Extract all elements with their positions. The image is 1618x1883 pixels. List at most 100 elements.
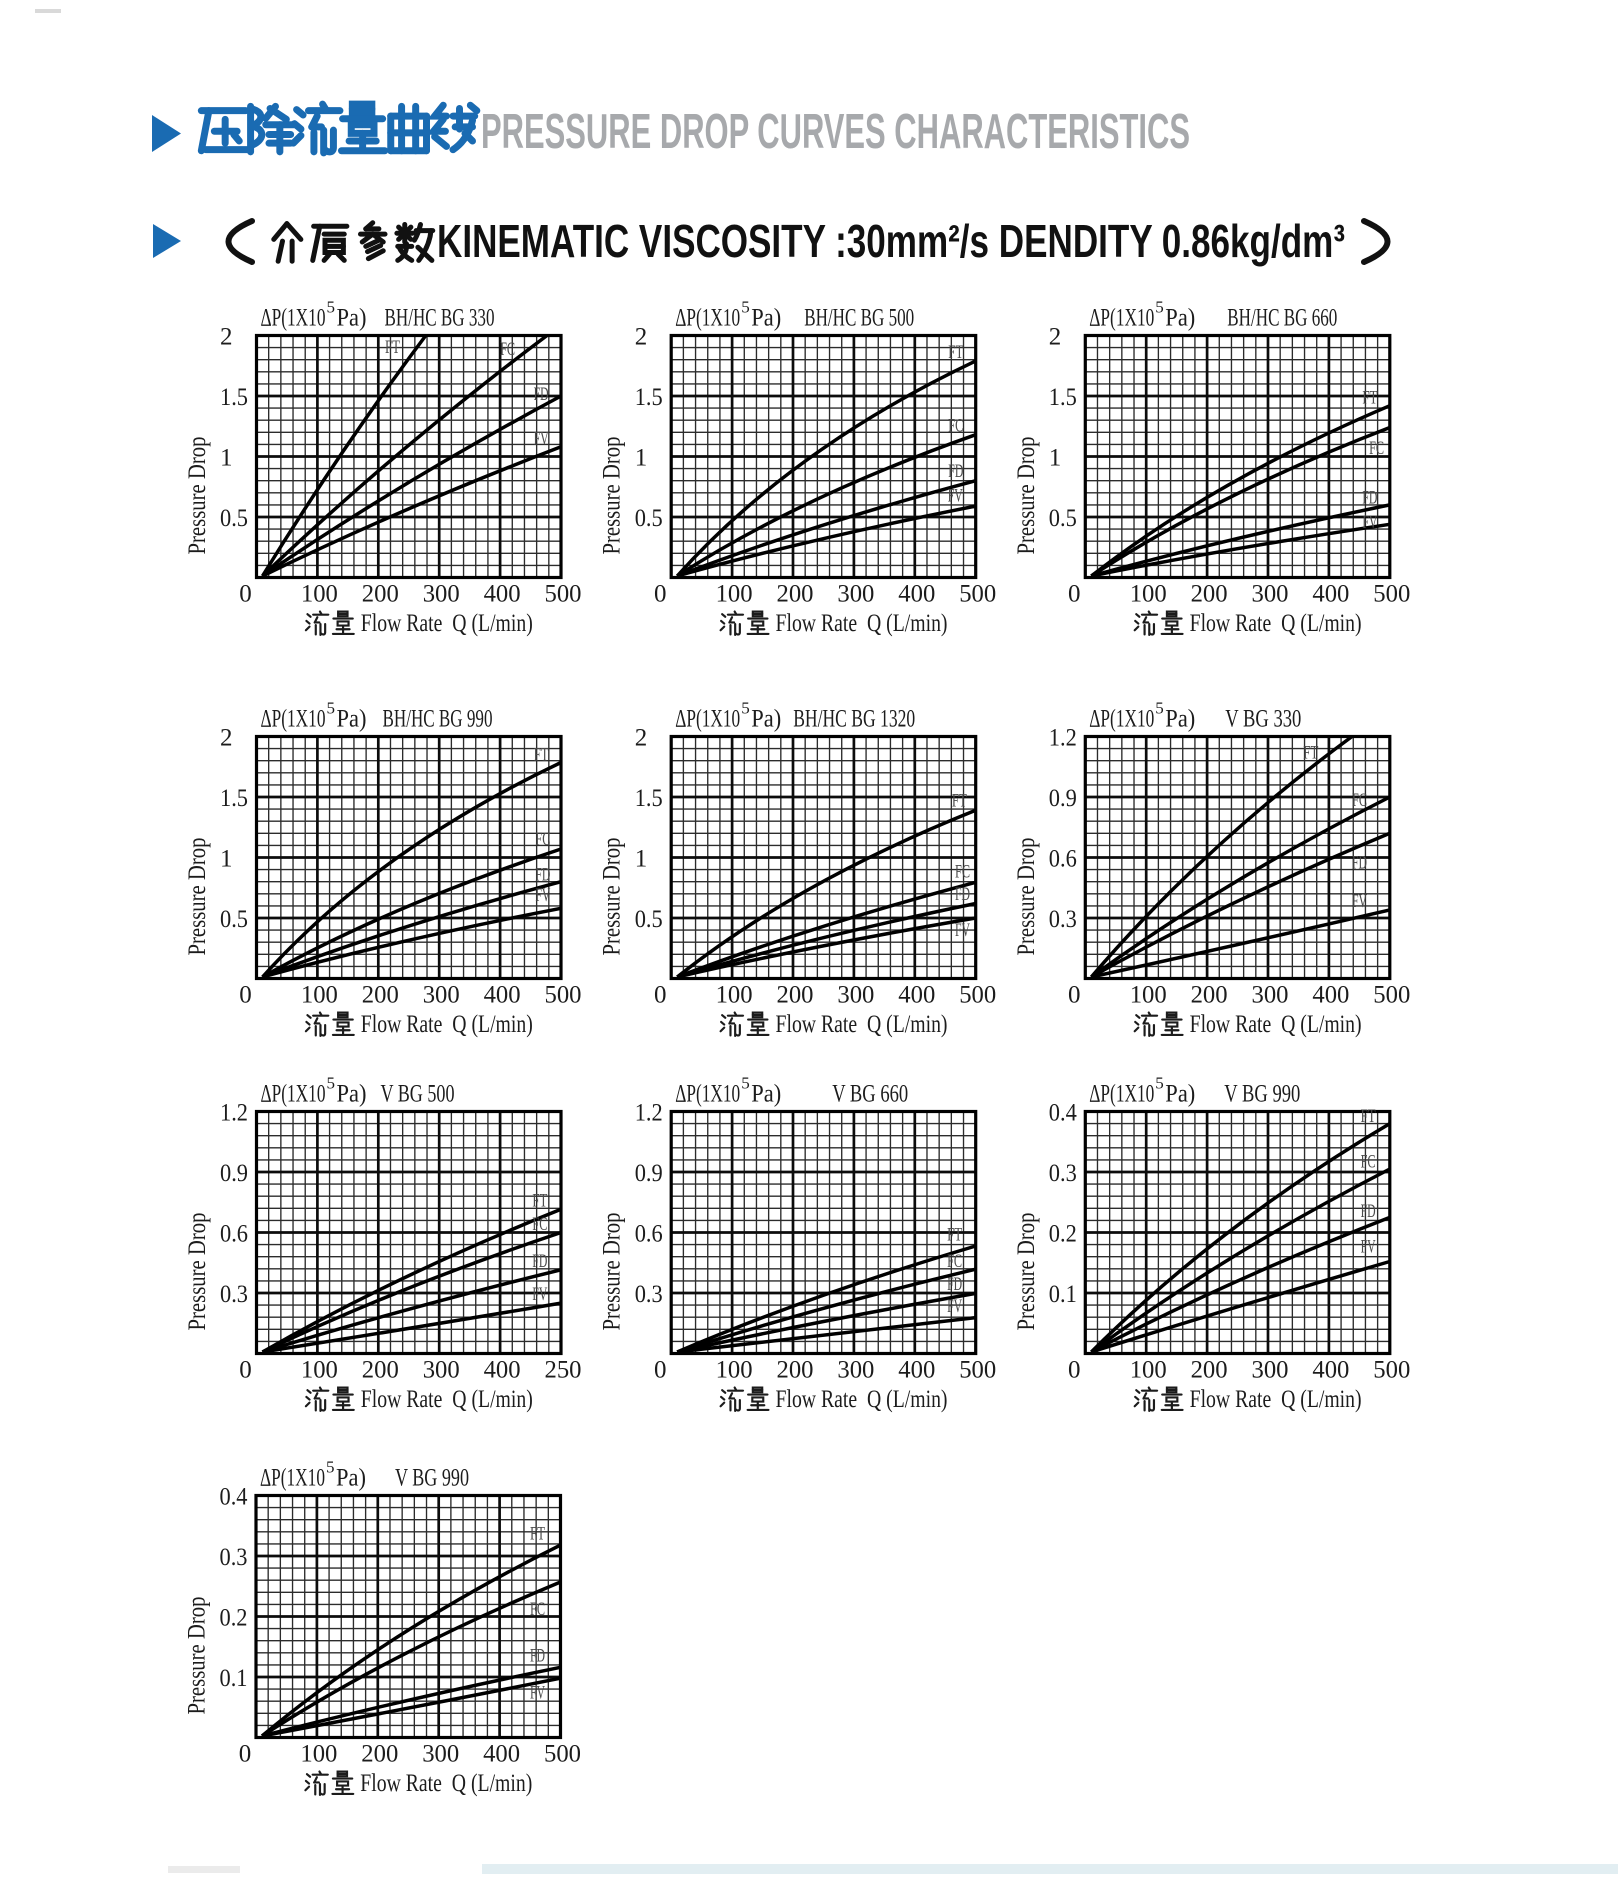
svg-text:Pa): Pa) bbox=[751, 1081, 781, 1108]
svg-text:300: 300 bbox=[422, 1741, 459, 1768]
svg-text:1.5: 1.5 bbox=[220, 384, 248, 411]
svg-text:0.2: 0.2 bbox=[1049, 1221, 1077, 1248]
svg-text:100: 100 bbox=[1130, 982, 1167, 1009]
svg-text:Pa): Pa) bbox=[751, 305, 781, 332]
svg-text:0: 0 bbox=[654, 982, 667, 1009]
svg-text:Pressure Drop: Pressure Drop bbox=[184, 437, 211, 555]
svg-text:2: 2 bbox=[220, 324, 233, 351]
svg-text:Flow Rate Q (L/min): Flow Rate Q (L/min) bbox=[1190, 610, 1362, 637]
svg-text:2: 2 bbox=[635, 725, 648, 752]
svg-text:0.3: 0.3 bbox=[220, 1544, 248, 1571]
svg-text:Pressure Drop: Pressure Drop bbox=[1013, 1213, 1040, 1331]
svg-text:2: 2 bbox=[220, 725, 233, 752]
svg-text:500: 500 bbox=[959, 982, 996, 1009]
svg-text:FT: FT bbox=[1362, 387, 1377, 408]
svg-text:300: 300 bbox=[837, 581, 874, 608]
svg-text:100: 100 bbox=[716, 581, 753, 608]
svg-text:200: 200 bbox=[777, 982, 814, 1009]
svg-text:Pa): Pa) bbox=[1165, 706, 1195, 733]
svg-text:ΔP(1X10: ΔP(1X10 bbox=[675, 706, 740, 733]
svg-text:0: 0 bbox=[239, 982, 252, 1009]
svg-text:Pressure Drop: Pressure Drop bbox=[184, 1213, 211, 1331]
svg-text:0.3: 0.3 bbox=[220, 1281, 248, 1308]
svg-text:5: 5 bbox=[741, 298, 750, 317]
svg-text:FT: FT bbox=[947, 1225, 962, 1246]
svg-text:1.5: 1.5 bbox=[635, 785, 663, 812]
svg-text:400: 400 bbox=[484, 1357, 521, 1384]
svg-text:200: 200 bbox=[777, 581, 814, 608]
svg-text:ΔP(1X10: ΔP(1X10 bbox=[261, 1081, 326, 1108]
svg-text:ΔP(1X10: ΔP(1X10 bbox=[261, 706, 326, 733]
svg-text:300: 300 bbox=[1252, 1357, 1289, 1384]
svg-text:400: 400 bbox=[1312, 982, 1349, 1009]
svg-text:Pa): Pa) bbox=[337, 1081, 367, 1108]
svg-text:0.5: 0.5 bbox=[1049, 505, 1077, 532]
svg-text:Pa): Pa) bbox=[336, 1465, 366, 1492]
svg-text:500: 500 bbox=[545, 982, 582, 1009]
svg-text:0: 0 bbox=[239, 1741, 252, 1768]
svg-text:200: 200 bbox=[1191, 982, 1228, 1009]
svg-text:100: 100 bbox=[301, 1357, 338, 1384]
svg-text:FT: FT bbox=[385, 337, 400, 358]
svg-text:1.5: 1.5 bbox=[220, 785, 248, 812]
svg-text:Flow Rate Q (L/min): Flow Rate Q (L/min) bbox=[776, 610, 948, 637]
svg-text:Pressure Drop: Pressure Drop bbox=[599, 838, 626, 956]
svg-text:ΔP(1X10: ΔP(1X10 bbox=[1089, 1081, 1154, 1108]
svg-text:0: 0 bbox=[1068, 1357, 1081, 1384]
svg-text:FC: FC bbox=[955, 862, 970, 883]
svg-text:2: 2 bbox=[1049, 324, 1062, 351]
svg-text:FD: FD bbox=[1362, 488, 1377, 509]
svg-text:FT: FT bbox=[534, 745, 549, 766]
svg-text:FC: FC bbox=[500, 339, 515, 360]
svg-text:0.4: 0.4 bbox=[1049, 1100, 1077, 1127]
svg-text:0.1: 0.1 bbox=[220, 1665, 248, 1692]
svg-text:500: 500 bbox=[959, 581, 996, 608]
svg-text:FT: FT bbox=[532, 1190, 547, 1211]
svg-text:BH/HC BG 990: BH/HC BG 990 bbox=[383, 706, 493, 733]
svg-text:500: 500 bbox=[545, 581, 582, 608]
svg-text:FV: FV bbox=[534, 428, 549, 449]
svg-text:100: 100 bbox=[1130, 581, 1167, 608]
svg-text:1: 1 bbox=[1049, 445, 1062, 472]
svg-text:200: 200 bbox=[362, 982, 399, 1009]
svg-text:0.6: 0.6 bbox=[1049, 846, 1077, 873]
svg-text:100: 100 bbox=[1130, 1357, 1167, 1384]
svg-text:5: 5 bbox=[326, 1458, 335, 1477]
svg-text:ΔP(1X10: ΔP(1X10 bbox=[1089, 305, 1154, 332]
svg-text:400: 400 bbox=[1312, 1357, 1349, 1384]
svg-text:200: 200 bbox=[362, 581, 399, 608]
svg-text:Flow Rate Q (L/min): Flow Rate Q (L/min) bbox=[776, 1386, 948, 1413]
svg-text:Pa): Pa) bbox=[337, 706, 367, 733]
svg-text:0.5: 0.5 bbox=[220, 505, 248, 532]
svg-text:FV: FV bbox=[1362, 512, 1377, 533]
svg-text:5: 5 bbox=[1155, 699, 1164, 718]
svg-text:FC: FC bbox=[1352, 790, 1367, 811]
svg-text:FC: FC bbox=[947, 1251, 962, 1272]
svg-text:300: 300 bbox=[1252, 982, 1289, 1009]
svg-text:0: 0 bbox=[654, 1357, 667, 1384]
svg-text:1.2: 1.2 bbox=[1049, 725, 1077, 752]
svg-text:1: 1 bbox=[220, 445, 233, 472]
svg-text:5: 5 bbox=[327, 298, 336, 317]
svg-text:BH/HC BG 1320: BH/HC BG 1320 bbox=[793, 706, 915, 733]
svg-text:5: 5 bbox=[741, 1074, 750, 1093]
svg-text:V BG 500: V BG 500 bbox=[381, 1081, 455, 1108]
svg-text:0.3: 0.3 bbox=[635, 1281, 663, 1308]
svg-text:300: 300 bbox=[837, 1357, 874, 1384]
svg-text:200: 200 bbox=[362, 1357, 399, 1384]
svg-text:200: 200 bbox=[361, 1741, 398, 1768]
svg-text:Pressure Drop: Pressure Drop bbox=[1013, 437, 1040, 555]
svg-text:0: 0 bbox=[239, 1357, 252, 1384]
svg-text:Pa): Pa) bbox=[1165, 305, 1195, 332]
svg-text:FV: FV bbox=[955, 920, 970, 941]
svg-text:400: 400 bbox=[898, 581, 935, 608]
svg-text:1: 1 bbox=[635, 846, 648, 873]
svg-text:FV: FV bbox=[532, 1284, 547, 1305]
svg-text:KINEMATIC VISCOSITY :30mm²/s D: KINEMATIC VISCOSITY :30mm²/s DENDITY 0.8… bbox=[437, 215, 1345, 267]
svg-text:2: 2 bbox=[635, 324, 648, 351]
svg-text:V BG 990: V BG 990 bbox=[395, 1465, 469, 1492]
svg-text:ΔP(1X10: ΔP(1X10 bbox=[675, 1081, 740, 1108]
svg-text:FT: FT bbox=[530, 1523, 545, 1544]
svg-text:500: 500 bbox=[544, 1741, 581, 1768]
svg-text:400: 400 bbox=[483, 1741, 520, 1768]
